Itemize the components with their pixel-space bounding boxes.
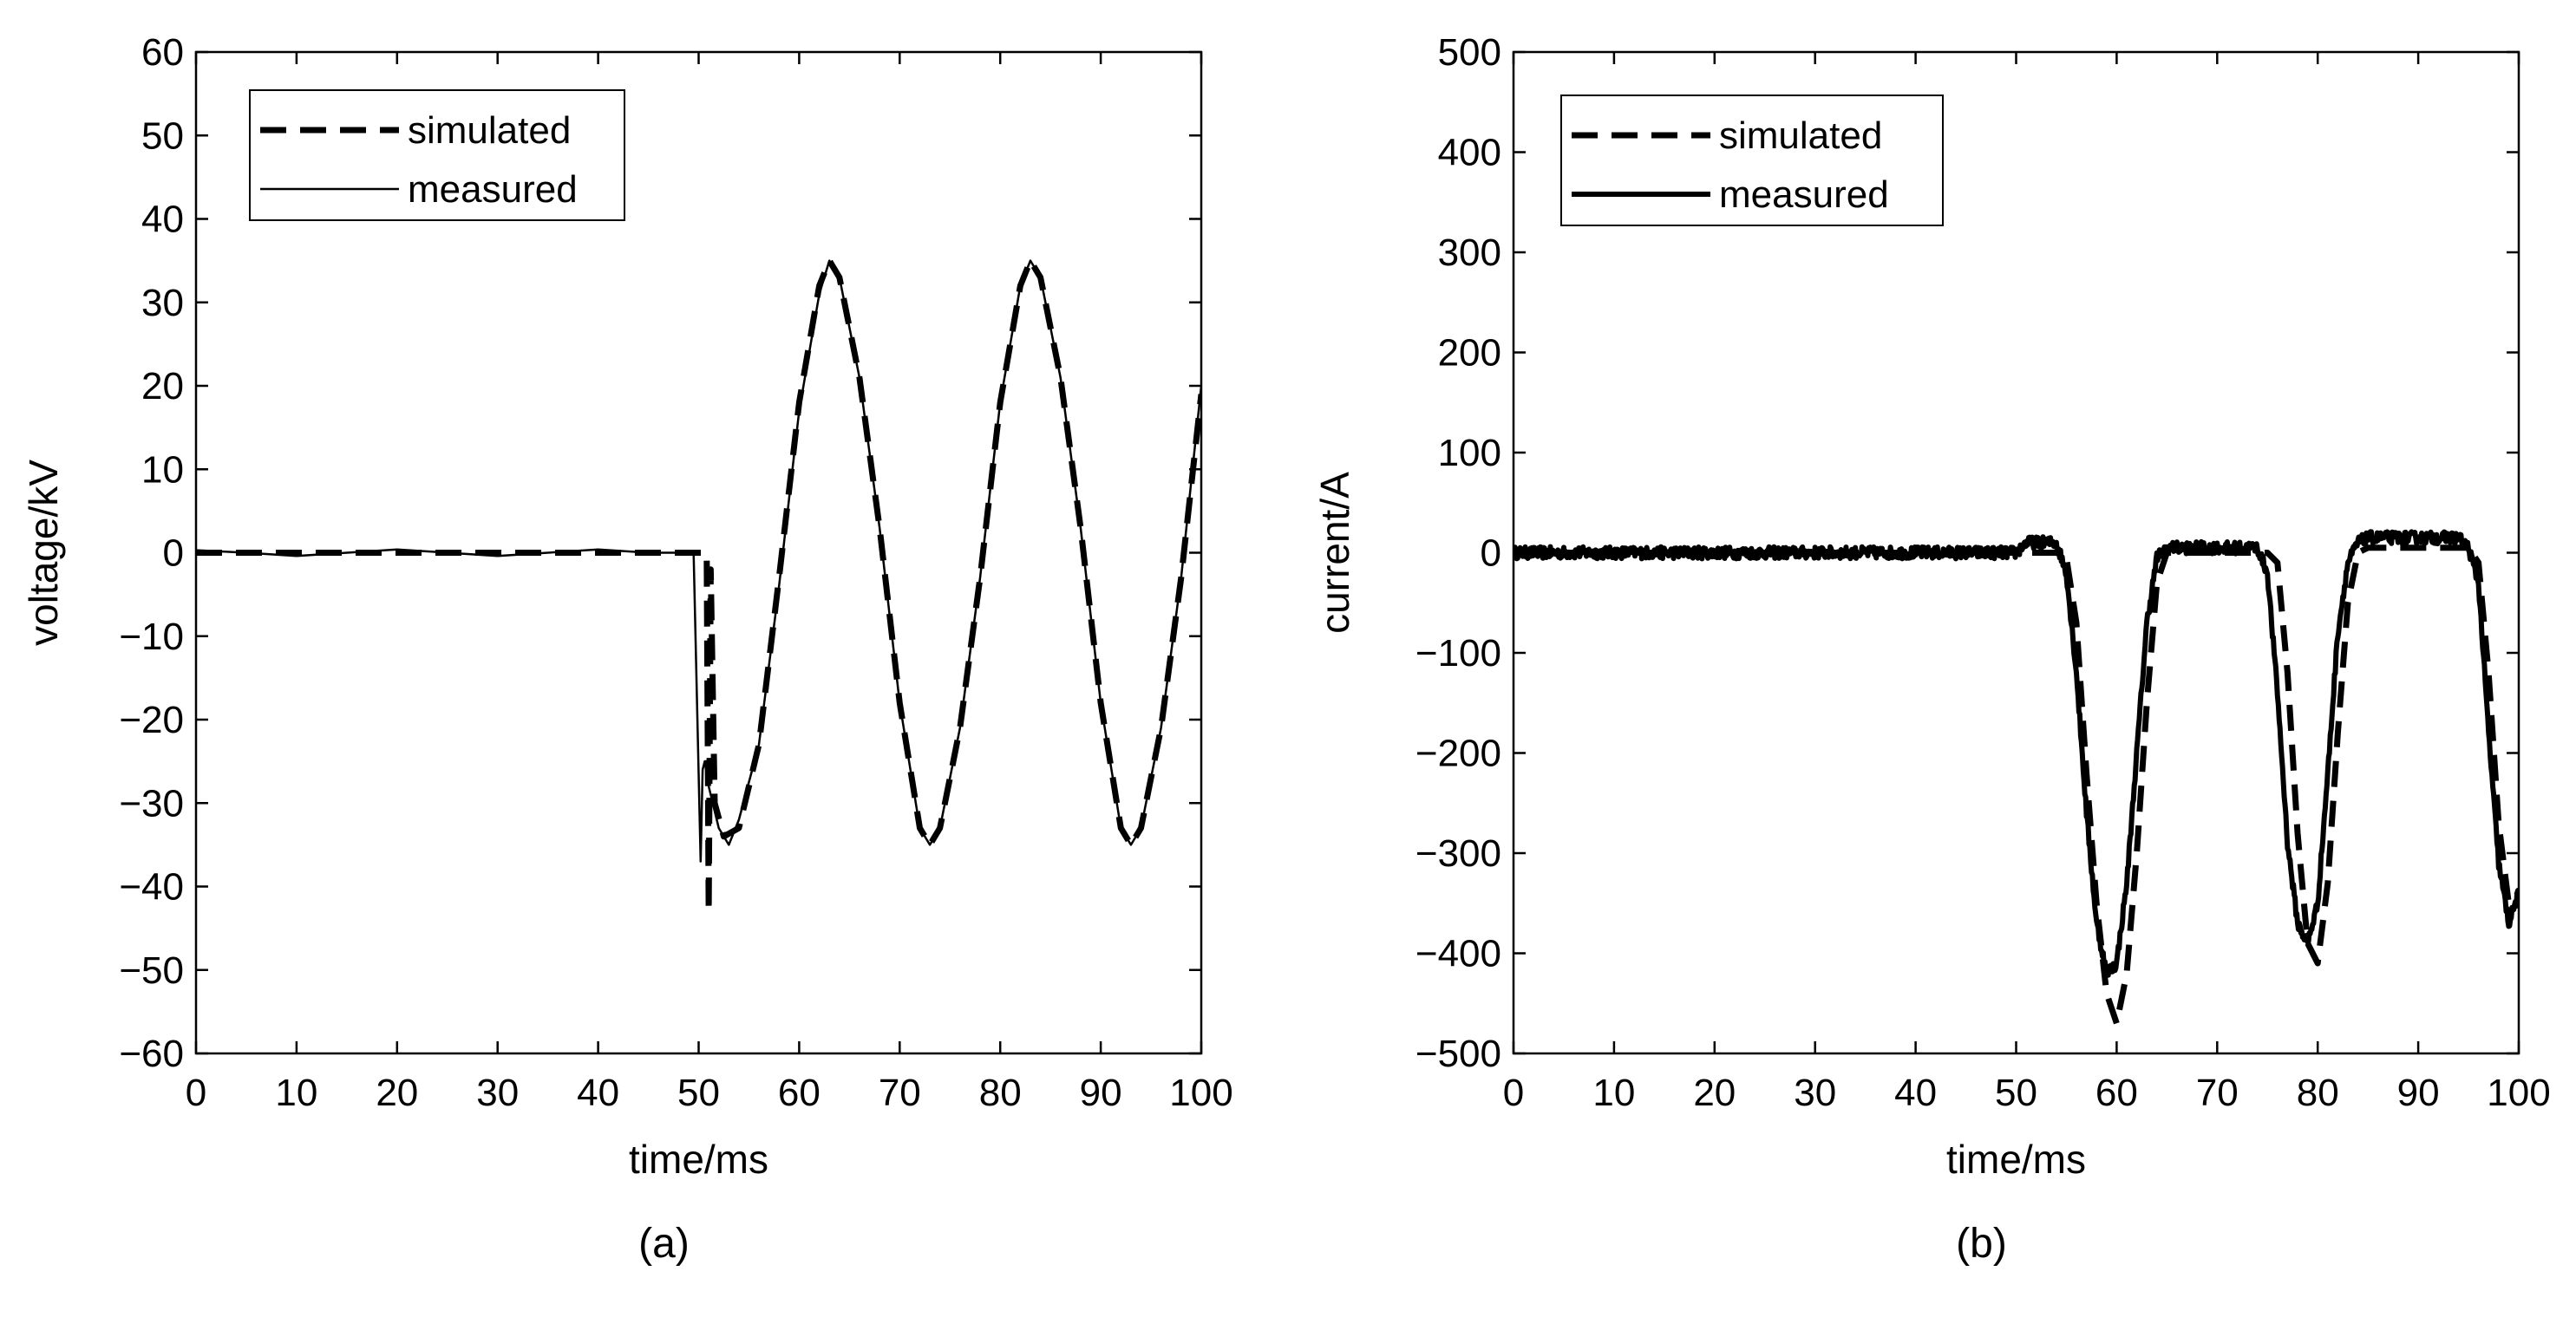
x-tick-label: 50 (1995, 1072, 2037, 1114)
x-tick-label: 40 (1894, 1072, 1937, 1114)
y-tick-label: 20 (141, 365, 184, 407)
legend: simulated measured (249, 89, 625, 221)
x-tick-label: 90 (1080, 1072, 1122, 1114)
y-tick-label: −20 (119, 699, 184, 741)
y-tick-label: 10 (141, 448, 184, 491)
x-tick-label: 10 (1592, 1072, 1635, 1114)
x-tick-label: 30 (476, 1072, 519, 1114)
legend-box (1560, 95, 1944, 226)
x-axis-title: time/ms (629, 1137, 768, 1182)
y-tick-label: −30 (119, 782, 184, 825)
y-tick-label: −400 (1415, 933, 1501, 975)
y-tick-label: 500 (1438, 31, 1501, 74)
panel-a: 0 10 20 30 40 50 60 70 80 90 100−60−50−40−30−20−10… (21, 31, 1233, 1267)
y-tick-label: 200 (1438, 332, 1501, 375)
x-tick-label: 60 (778, 1072, 821, 1114)
series-group (196, 258, 1201, 915)
legend: simulated measured (1560, 95, 1944, 226)
series-line-simulated (1514, 544, 2519, 1027)
y-tick-label: −100 (1415, 632, 1501, 675)
y-tick-label: −200 (1415, 733, 1501, 775)
panel-caption: (b) (1956, 1221, 2007, 1267)
x-tick-label: 80 (2297, 1072, 2339, 1114)
series-line-measured (196, 259, 1201, 863)
legend-label-measured: measured (408, 168, 578, 211)
y-tick-label: 30 (141, 282, 184, 324)
x-tick-label: 100 (1169, 1072, 1232, 1114)
y-tick-label: 100 (1438, 432, 1501, 474)
panel-b: 0 10 20 30 40 50 60 70 80 90 100 −500 −400 −300 −200 −1… (1312, 31, 2551, 1267)
y-tick-label: −500 (1415, 1033, 1501, 1075)
x-tick-label: 0 (1503, 1072, 1524, 1114)
y-tick-label: −10 (119, 616, 184, 658)
x-tick-label: 100 (2487, 1072, 2550, 1114)
y-tick-label: −60 (119, 1033, 184, 1075)
x-tick-label: 30 (1794, 1072, 1836, 1114)
legend-label-measured: measured (1719, 173, 1889, 216)
y-tick-label: 400 (1438, 132, 1501, 174)
series-group (1514, 529, 2519, 1027)
y-axis-title: voltage/kV (21, 460, 66, 646)
x-tick-label: 10 (275, 1072, 317, 1114)
legend-label-simulated: simulated (1719, 114, 1882, 157)
y-tick-label: −40 (119, 866, 184, 909)
panel-caption: (a) (638, 1221, 690, 1267)
y-tick-label: 40 (141, 199, 184, 241)
y-tick-label: 50 (141, 114, 184, 157)
x-tick-label: 70 (879, 1072, 921, 1114)
y-axis-title: current/A (1312, 472, 1357, 634)
y-tick-label: 300 (1438, 231, 1501, 274)
y-tick-label: 60 (141, 31, 184, 74)
x-tick-label: 60 (2095, 1072, 2138, 1114)
legend-label-simulated: simulated (408, 109, 571, 152)
x-tick-label: 80 (979, 1072, 1022, 1114)
x-tick-label: 90 (2397, 1072, 2440, 1114)
x-tick-label: 70 (2196, 1072, 2239, 1114)
x-tick-label: 0 (186, 1072, 206, 1114)
x-tick-label: 50 (677, 1072, 720, 1114)
y-tick-label: 0 (1481, 532, 1501, 575)
x-tick-label: 40 (577, 1072, 619, 1114)
x-tick-label: 20 (1693, 1072, 1736, 1114)
x-axis-title: time/ms (1946, 1137, 2086, 1182)
x-tick-label: 20 (376, 1072, 418, 1114)
y-tick-label: −50 (119, 949, 184, 992)
y-tick-label: −300 (1415, 832, 1501, 875)
series-line-measured (1514, 529, 2519, 978)
legend-box (249, 89, 625, 221)
y-tick-label: 0 (163, 532, 184, 575)
